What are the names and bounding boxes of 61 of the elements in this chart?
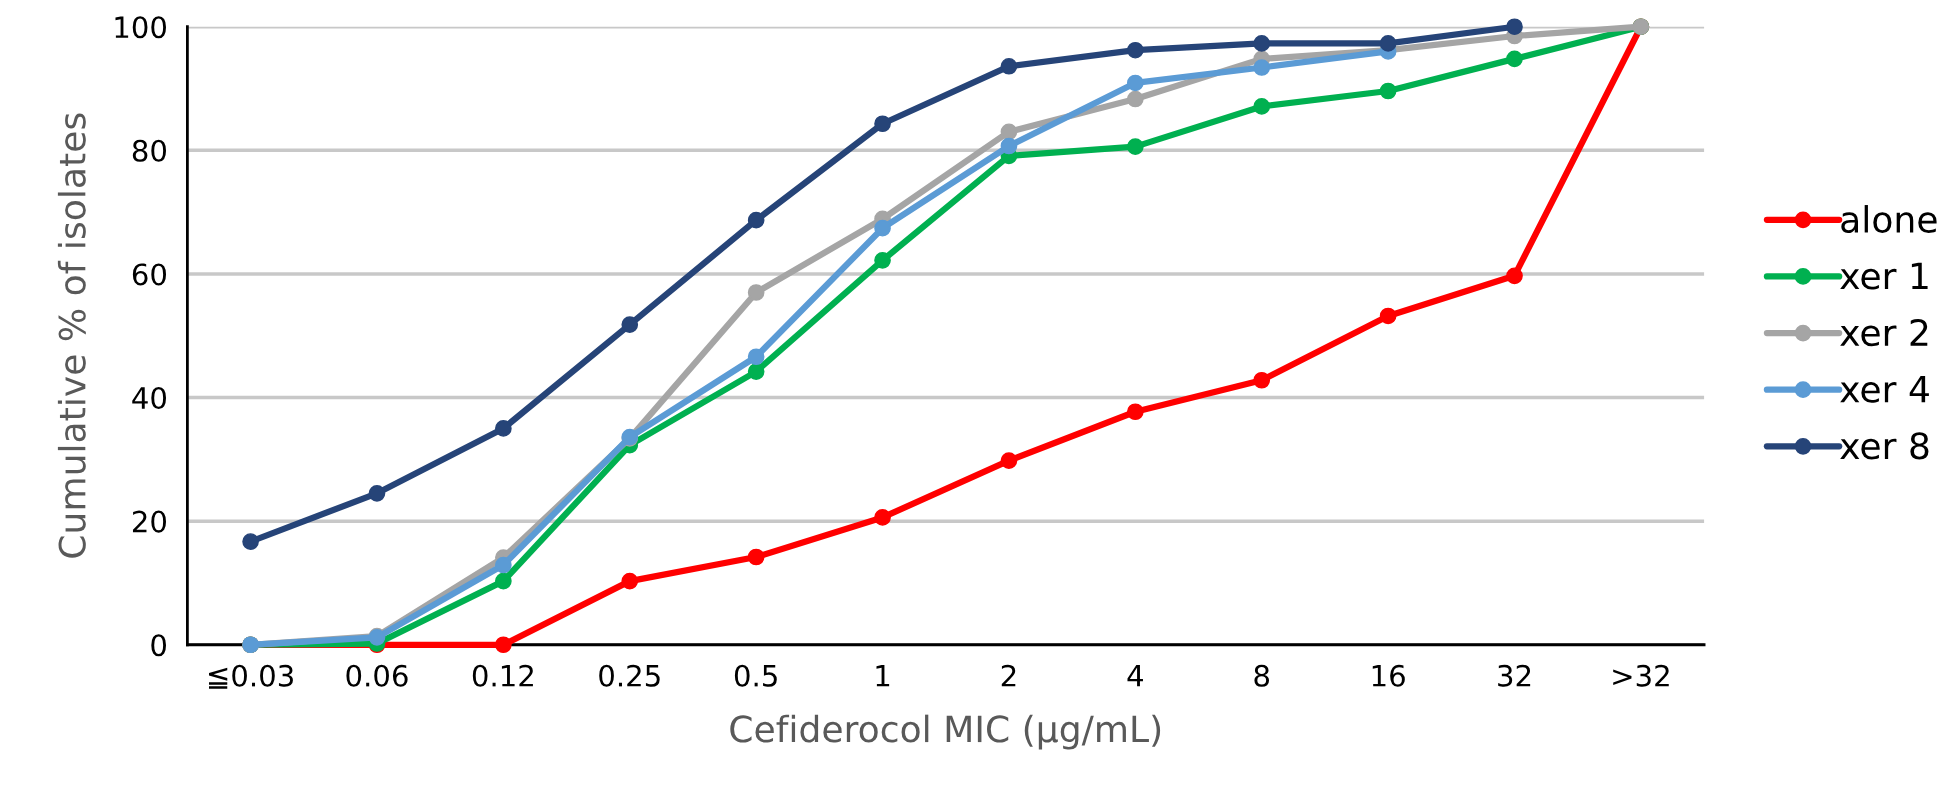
x-tick-label: ≦0.03 bbox=[209, 664, 293, 689]
y-tick-label: 20 bbox=[132, 510, 167, 533]
point bbox=[1506, 50, 1523, 68]
x-tick-label: >32 bbox=[1613, 664, 1669, 687]
point bbox=[747, 348, 765, 366]
point bbox=[495, 556, 512, 574]
point bbox=[1126, 74, 1144, 92]
y-tick-label: 60 bbox=[132, 263, 167, 286]
point bbox=[874, 219, 891, 237]
point bbox=[495, 572, 512, 590]
point bbox=[495, 636, 512, 654]
x-tick-label: 16 bbox=[1372, 664, 1405, 687]
point bbox=[1126, 403, 1144, 421]
x-tick-label: 2 bbox=[1001, 664, 1016, 687]
y-axis-title: Cumulative % of isolates bbox=[57, 113, 86, 558]
legend-label: xer 2 bbox=[1840, 318, 1928, 347]
point bbox=[1379, 82, 1397, 100]
x-tick-label: 1 bbox=[876, 665, 890, 687]
y-tick-label: 0 bbox=[151, 634, 167, 657]
y-tick-label: 80 bbox=[132, 139, 167, 162]
point bbox=[621, 572, 639, 590]
point bbox=[1253, 98, 1271, 115]
point bbox=[1379, 35, 1397, 52]
point bbox=[874, 509, 891, 526]
y-tick-label: 40 bbox=[132, 386, 167, 410]
x-tick-label: 4 bbox=[1127, 665, 1143, 687]
point bbox=[1000, 452, 1018, 469]
point bbox=[1126, 41, 1144, 59]
y-tick-label: 100 bbox=[115, 16, 167, 39]
legend-label: xer 8 bbox=[1840, 432, 1929, 460]
point bbox=[1253, 371, 1271, 389]
point bbox=[747, 211, 765, 229]
point bbox=[242, 533, 259, 550]
x-tick-label: 0.5 bbox=[734, 664, 777, 687]
legend-label: xer 4 bbox=[1840, 376, 1929, 403]
point bbox=[747, 548, 765, 566]
point bbox=[1126, 90, 1144, 108]
x-axis-title: Cefiderocol MIC (µg/mL) bbox=[730, 714, 1161, 750]
point bbox=[1379, 307, 1397, 325]
x-tick-label: 0.12 bbox=[472, 664, 533, 687]
point bbox=[1253, 59, 1271, 76]
point bbox=[495, 420, 512, 437]
legend-label: xer 1 bbox=[1840, 262, 1928, 290]
point bbox=[1126, 138, 1144, 155]
legend-label: alone bbox=[1841, 205, 1937, 233]
point bbox=[1000, 57, 1018, 75]
point bbox=[1506, 18, 1523, 36]
point bbox=[874, 252, 891, 269]
point bbox=[1000, 123, 1018, 141]
point bbox=[747, 363, 765, 380]
point bbox=[747, 284, 765, 301]
point bbox=[1253, 35, 1271, 52]
point bbox=[621, 316, 639, 333]
point bbox=[1000, 137, 1018, 155]
x-tick-label: 32 bbox=[1498, 664, 1531, 687]
x-tick-label: 0.25 bbox=[599, 664, 660, 687]
point bbox=[368, 485, 386, 502]
x-tick-label: 8 bbox=[1254, 664, 1270, 687]
point bbox=[874, 115, 891, 133]
x-tick-label: 0.06 bbox=[346, 664, 408, 687]
point bbox=[1506, 267, 1523, 285]
